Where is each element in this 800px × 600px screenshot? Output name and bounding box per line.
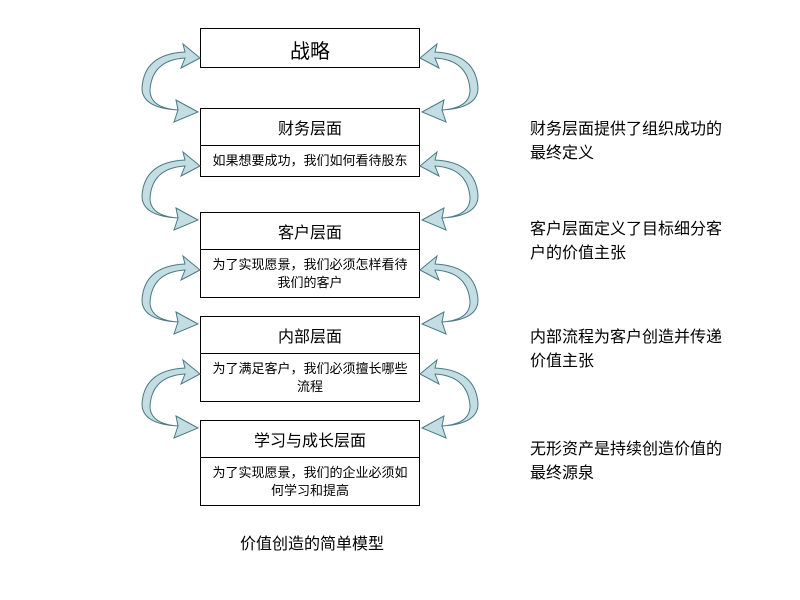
curved-arrow-right-icon: [420, 158, 480, 228]
level-sub: 为了实现愿景，我们必须怎样看待我们的客户: [201, 250, 419, 297]
curved-arrow-left-icon: [140, 50, 200, 120]
level-sub: 如果想要成功，我们如何看待股东: [201, 146, 419, 176]
annotation-finance: 财务层面提供了组织成功的最终定义: [530, 118, 730, 166]
level-box-internal: 内部层面 为了满足客户，我们必须擅长哪些流程: [200, 316, 420, 402]
curved-arrow-right-icon: [420, 50, 480, 120]
diagram-caption: 价值创造的简单模型: [240, 530, 384, 554]
annotation-customer: 客户层面定义了目标细分客户的价值主张: [530, 218, 730, 266]
level-title: 财务层面: [201, 109, 419, 146]
annotation-learning: 无形资产是持续创造价值的最终源泉: [530, 438, 730, 486]
curved-arrow-left-icon: [140, 158, 200, 228]
level-box-customer: 客户层面 为了实现愿景，我们必须怎样看待我们的客户: [200, 212, 420, 298]
level-title: 客户层面: [201, 213, 419, 250]
level-box-learning: 学习与成长层面 为了实现愿景，我们的企业必须如何学习和提高: [200, 420, 420, 506]
level-sub: 为了满足客户，我们必须擅长哪些流程: [201, 354, 419, 401]
level-title: 内部层面: [201, 317, 419, 354]
level-title: 学习与成长层面: [201, 421, 419, 458]
strategy-box: 战略: [200, 28, 420, 68]
curved-arrow-left-icon: [140, 366, 200, 436]
curved-arrow-left-icon: [140, 262, 200, 332]
level-sub: 为了实现愿景，我们的企业必须如何学习和提高: [201, 458, 419, 505]
level-box-finance: 财务层面 如果想要成功，我们如何看待股东: [200, 108, 420, 177]
annotation-internal: 内部流程为客户创造并传递价值主张: [530, 326, 730, 374]
strategy-title: 战略: [201, 29, 419, 70]
curved-arrow-right-icon: [420, 262, 480, 332]
curved-arrow-right-icon: [420, 366, 480, 436]
